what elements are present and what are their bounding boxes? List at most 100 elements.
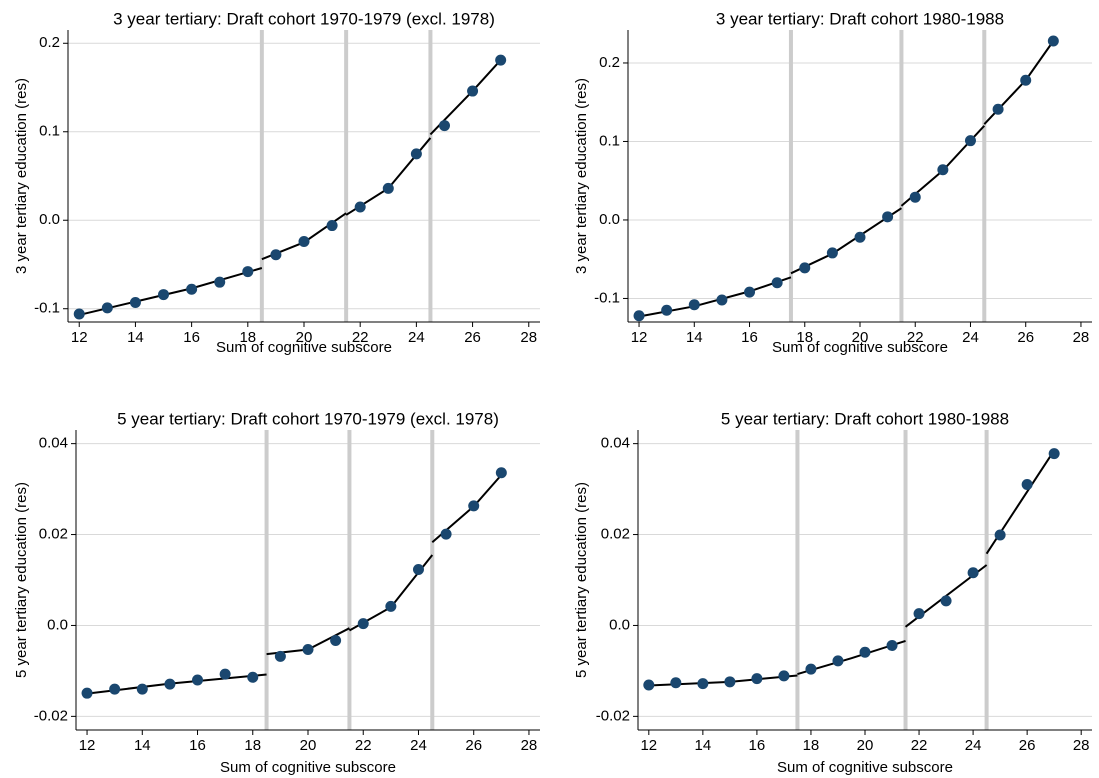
point <box>940 595 952 607</box>
y-tick-label: -0.02 <box>34 707 68 724</box>
panel-title: 3 year tertiary: Draft cohort 1970-1979 … <box>113 9 495 28</box>
y-tick-label: 0.04 <box>601 435 630 452</box>
fit-line <box>638 40 1055 318</box>
x-tick-label: 26 <box>464 329 481 346</box>
y-tick-label: -0.1 <box>594 289 620 306</box>
point <box>495 54 507 66</box>
x-tick-label: 18 <box>803 737 820 754</box>
point <box>330 634 342 646</box>
point <box>643 679 655 691</box>
point <box>633 310 645 322</box>
x-tick-label: 12 <box>631 329 648 346</box>
point <box>1021 479 1033 491</box>
y-axis-label: 5 year tertiary education (res) <box>13 482 30 678</box>
point <box>778 670 790 682</box>
point <box>326 220 338 232</box>
point <box>859 646 871 658</box>
point <box>274 650 286 662</box>
x-tick-label: 20 <box>852 329 869 346</box>
point <box>744 286 756 298</box>
fit-line <box>86 474 503 695</box>
x-tick-label: 14 <box>695 737 712 754</box>
point <box>805 663 817 675</box>
y-tick-label: 0.0 <box>599 211 620 228</box>
point <box>716 294 728 306</box>
y-tick-label: 0.0 <box>39 211 60 228</box>
x-tick-label: 14 <box>134 737 151 754</box>
point <box>109 683 121 695</box>
y-tick-label: 0.2 <box>599 54 620 71</box>
point <box>136 683 148 695</box>
point <box>302 644 314 656</box>
y-tick-label: 0.02 <box>601 526 630 543</box>
point <box>826 247 838 259</box>
point <box>382 182 394 194</box>
point <box>468 500 480 512</box>
panel-title: 5 year tertiary: Draft cohort 1970-1979 … <box>117 409 499 428</box>
x-axis-label: Sum of cognitive subscore <box>772 339 948 356</box>
point <box>354 201 366 213</box>
x-tick-label: 26 <box>1019 737 1036 754</box>
point <box>697 678 709 690</box>
y-tick-label: -0.02 <box>596 707 630 724</box>
y-tick-label: 0.1 <box>39 123 60 140</box>
point <box>913 608 925 620</box>
point <box>886 639 898 651</box>
y-axis-label: 3 year tertiary education (res) <box>573 78 590 274</box>
point <box>799 262 811 274</box>
point <box>937 164 949 176</box>
point <box>385 600 397 612</box>
point <box>129 297 141 309</box>
point <box>410 148 422 160</box>
x-tick-label: 18 <box>796 329 813 346</box>
x-tick-label: 16 <box>741 329 758 346</box>
x-tick-label: 14 <box>686 329 703 346</box>
point <box>1047 35 1059 47</box>
point <box>992 103 1004 115</box>
y-tick-label: 0.1 <box>599 132 620 149</box>
x-tick-label: 16 <box>183 329 200 346</box>
point <box>751 673 763 685</box>
x-tick-label: 12 <box>79 737 96 754</box>
x-tick-label: 28 <box>1073 737 1090 754</box>
point <box>357 618 369 630</box>
y-tick-label: 0.0 <box>609 616 630 633</box>
x-tick-label: 12 <box>71 329 88 346</box>
point <box>854 231 866 243</box>
point <box>101 302 113 314</box>
x-tick-label: 24 <box>962 329 979 346</box>
point <box>724 676 736 688</box>
point <box>1020 74 1032 86</box>
panel-title: 5 year tertiary: Draft cohort 1980-1988 <box>721 409 1009 428</box>
point <box>467 85 479 97</box>
point <box>186 283 198 295</box>
x-tick-label: 24 <box>408 329 425 346</box>
point <box>882 211 894 223</box>
point <box>158 289 170 301</box>
point <box>81 687 93 699</box>
panel-title: 3 year tertiary: Draft cohort 1980-1988 <box>716 9 1004 28</box>
point <box>219 668 231 680</box>
point <box>192 674 204 686</box>
fit-line <box>648 449 1056 687</box>
point <box>73 308 85 320</box>
point <box>438 120 450 132</box>
x-tick-label: 22 <box>355 737 372 754</box>
x-tick-label: 22 <box>911 737 928 754</box>
x-tick-label: 24 <box>965 737 982 754</box>
x-tick-label: 26 <box>465 737 482 754</box>
point <box>832 655 844 667</box>
point <box>964 135 976 147</box>
point <box>214 276 226 288</box>
x-tick-label: 20 <box>296 329 313 346</box>
point <box>670 677 682 689</box>
x-tick-label: 20 <box>857 737 874 754</box>
x-tick-label: 28 <box>521 737 538 754</box>
x-tick-label: 12 <box>640 737 657 754</box>
y-tick-label: 0.2 <box>39 34 60 51</box>
y-tick-label: 0.02 <box>39 526 68 543</box>
x-axis-label: Sum of cognitive subscore <box>777 759 953 776</box>
x-tick-label: 16 <box>749 737 766 754</box>
point <box>298 235 310 247</box>
x-tick-label: 20 <box>300 737 317 754</box>
